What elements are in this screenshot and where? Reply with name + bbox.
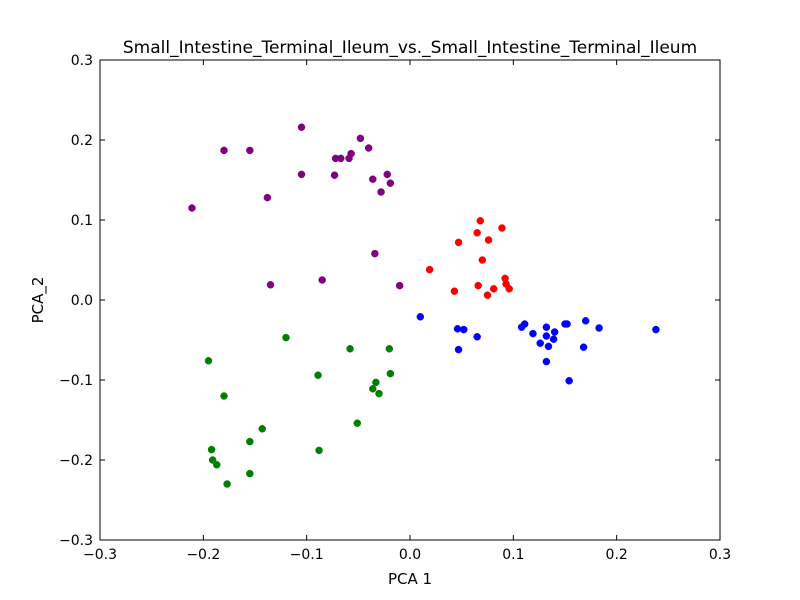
data-point bbox=[246, 146, 254, 155]
data-point bbox=[188, 204, 196, 212]
data-point bbox=[383, 170, 392, 179]
data-point bbox=[549, 335, 558, 343]
data-point bbox=[563, 320, 571, 328]
data-point bbox=[369, 175, 377, 183]
data-point bbox=[453, 325, 462, 333]
data-point bbox=[536, 339, 544, 347]
data-point bbox=[207, 445, 216, 454]
y-tick-label: 0.2 bbox=[71, 133, 93, 149]
data-point bbox=[542, 323, 551, 331]
series-1 bbox=[425, 217, 513, 299]
data-point bbox=[223, 480, 231, 488]
data-point bbox=[484, 236, 493, 244]
data-point bbox=[204, 357, 213, 365]
points-layer bbox=[188, 123, 660, 488]
data-point bbox=[246, 469, 254, 478]
series-0 bbox=[188, 123, 404, 290]
data-point bbox=[529, 329, 537, 338]
data-point bbox=[372, 378, 380, 387]
data-point bbox=[595, 324, 603, 332]
x-tick-label: −0.2 bbox=[186, 547, 220, 563]
data-point bbox=[386, 179, 395, 187]
data-point bbox=[581, 317, 590, 325]
y-axis-label: PCA_2 bbox=[29, 277, 48, 324]
data-point bbox=[395, 281, 404, 290]
data-point bbox=[330, 171, 339, 179]
data-point bbox=[318, 276, 326, 284]
data-point bbox=[315, 446, 323, 455]
data-point bbox=[652, 325, 660, 334]
data-point bbox=[369, 385, 377, 393]
x-tick-label: 0.3 bbox=[709, 547, 731, 563]
data-point bbox=[375, 389, 383, 398]
data-point bbox=[489, 285, 498, 293]
x-tick-label: 0.1 bbox=[502, 547, 524, 563]
data-point bbox=[263, 193, 272, 202]
data-point bbox=[208, 456, 217, 464]
data-point bbox=[542, 332, 551, 340]
data-point bbox=[476, 217, 485, 225]
x-tick-label: 0.2 bbox=[606, 547, 628, 563]
x-axis-label: PCA 1 bbox=[388, 570, 432, 588]
data-point bbox=[377, 188, 385, 196]
data-point bbox=[498, 224, 506, 232]
data-point bbox=[450, 287, 459, 295]
data-point bbox=[371, 249, 379, 258]
data-point bbox=[220, 392, 228, 400]
data-point bbox=[314, 371, 322, 379]
data-point bbox=[478, 256, 487, 264]
data-point bbox=[579, 343, 588, 351]
data-point bbox=[520, 320, 529, 328]
data-point bbox=[220, 146, 228, 155]
data-point bbox=[337, 154, 345, 163]
x-tick-label: −0.3 bbox=[83, 547, 117, 563]
y-tick-label: −0.2 bbox=[59, 453, 93, 469]
x-tick-label: −0.1 bbox=[290, 547, 324, 563]
data-point bbox=[385, 345, 394, 353]
y-tick-label: −0.1 bbox=[59, 373, 93, 389]
series-2 bbox=[416, 313, 660, 385]
chart-title: Small_Intestine_Terminal_Ileum_vs._Small… bbox=[123, 38, 697, 58]
data-point bbox=[297, 170, 306, 179]
data-point bbox=[473, 229, 481, 237]
data-point bbox=[542, 357, 551, 366]
data-point bbox=[550, 328, 559, 336]
data-point bbox=[454, 238, 463, 247]
data-point bbox=[459, 325, 468, 334]
data-point bbox=[425, 265, 434, 274]
data-point bbox=[347, 149, 355, 158]
data-point bbox=[346, 345, 354, 353]
data-point bbox=[416, 313, 425, 321]
data-point bbox=[473, 333, 481, 341]
x-tick-label: 0.0 bbox=[399, 547, 421, 563]
data-point bbox=[386, 369, 395, 378]
data-point bbox=[353, 419, 362, 427]
data-point bbox=[483, 291, 492, 299]
data-point bbox=[454, 345, 463, 354]
data-point bbox=[565, 377, 573, 385]
data-point bbox=[246, 437, 254, 446]
plot-frame bbox=[99, 59, 721, 541]
series-3 bbox=[204, 333, 395, 488]
y-tick-label: 0.0 bbox=[71, 293, 93, 309]
data-point bbox=[213, 461, 221, 469]
y-tick-label: 0.3 bbox=[71, 53, 93, 69]
data-point bbox=[297, 123, 306, 131]
data-point bbox=[266, 281, 275, 289]
y-tick-label: −0.3 bbox=[59, 533, 93, 549]
data-point bbox=[364, 144, 373, 152]
data-point bbox=[544, 342, 553, 351]
y-tick-label: 0.1 bbox=[71, 213, 93, 229]
data-point bbox=[474, 281, 482, 290]
ticks-layer: −0.3 −0.2 −0.1 0.0 0.1 0.2 0.3 −0.3 −0.2 −0.1 0.0 0… bbox=[59, 53, 731, 563]
data-point bbox=[505, 285, 513, 293]
data-point bbox=[258, 425, 266, 433]
data-point bbox=[282, 333, 290, 342]
data-point bbox=[356, 134, 365, 143]
